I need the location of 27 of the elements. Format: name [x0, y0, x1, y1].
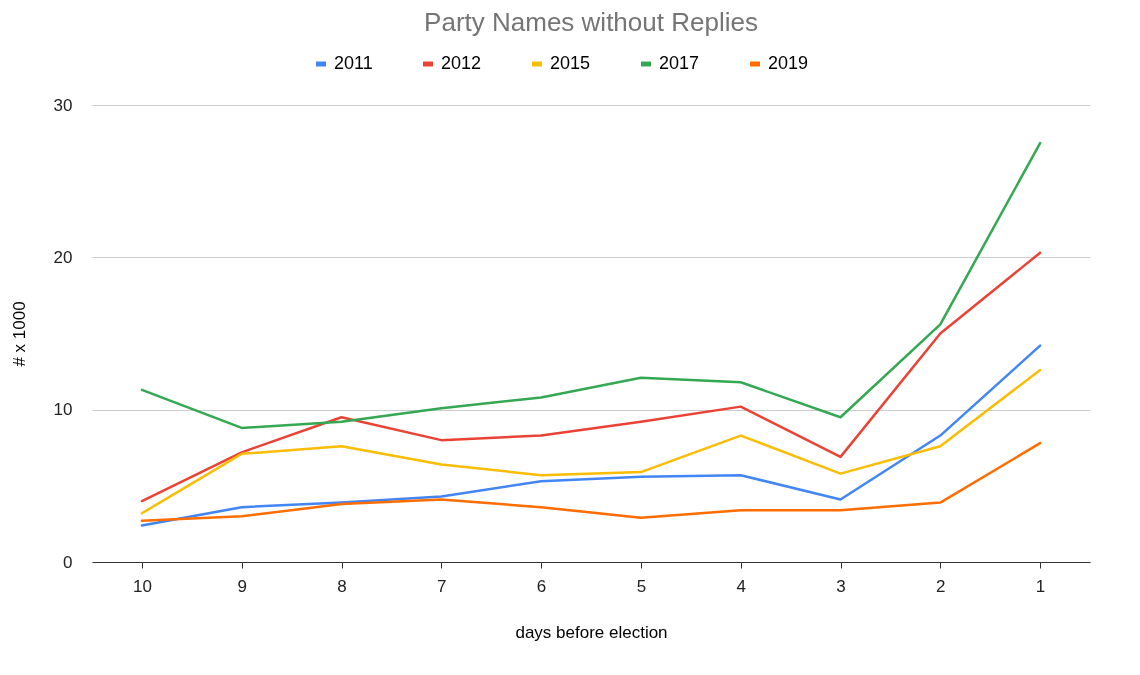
y-tick-label: 0	[63, 552, 73, 572]
legend-label: 2012	[441, 53, 482, 73]
x-tick-label: 1	[1035, 576, 1046, 596]
x-tick-label: 10	[132, 576, 152, 596]
line-series	[140, 344, 1042, 527]
legend-label: 2017	[659, 53, 700, 73]
x-tick-label: 4	[736, 576, 746, 596]
y-axis-title: # x 1000	[9, 301, 29, 367]
line-series	[140, 251, 1042, 503]
x-tick-label: 6	[536, 576, 547, 596]
x-tick-label: 8	[337, 576, 347, 596]
line-series	[140, 368, 1042, 515]
legend-label: 2019	[768, 53, 809, 73]
y-tick-label: 10	[53, 400, 73, 420]
legend-label: 2015	[550, 53, 591, 73]
line-series	[140, 141, 1042, 430]
x-tick-label: 9	[237, 576, 247, 596]
y-tick-label: 20	[53, 247, 73, 267]
line-series	[140, 441, 1042, 523]
x-tick-label: 3	[836, 576, 846, 596]
x-tick-label: 2	[936, 576, 946, 596]
x-tick-label: 5	[636, 576, 647, 596]
chart-title: Party Names without Replies	[424, 7, 758, 37]
x-axis-title: days before election	[515, 622, 668, 642]
y-tick-label: 30	[53, 95, 73, 115]
x-tick-label: 7	[437, 576, 447, 596]
legend-label: 2011	[334, 53, 373, 73]
